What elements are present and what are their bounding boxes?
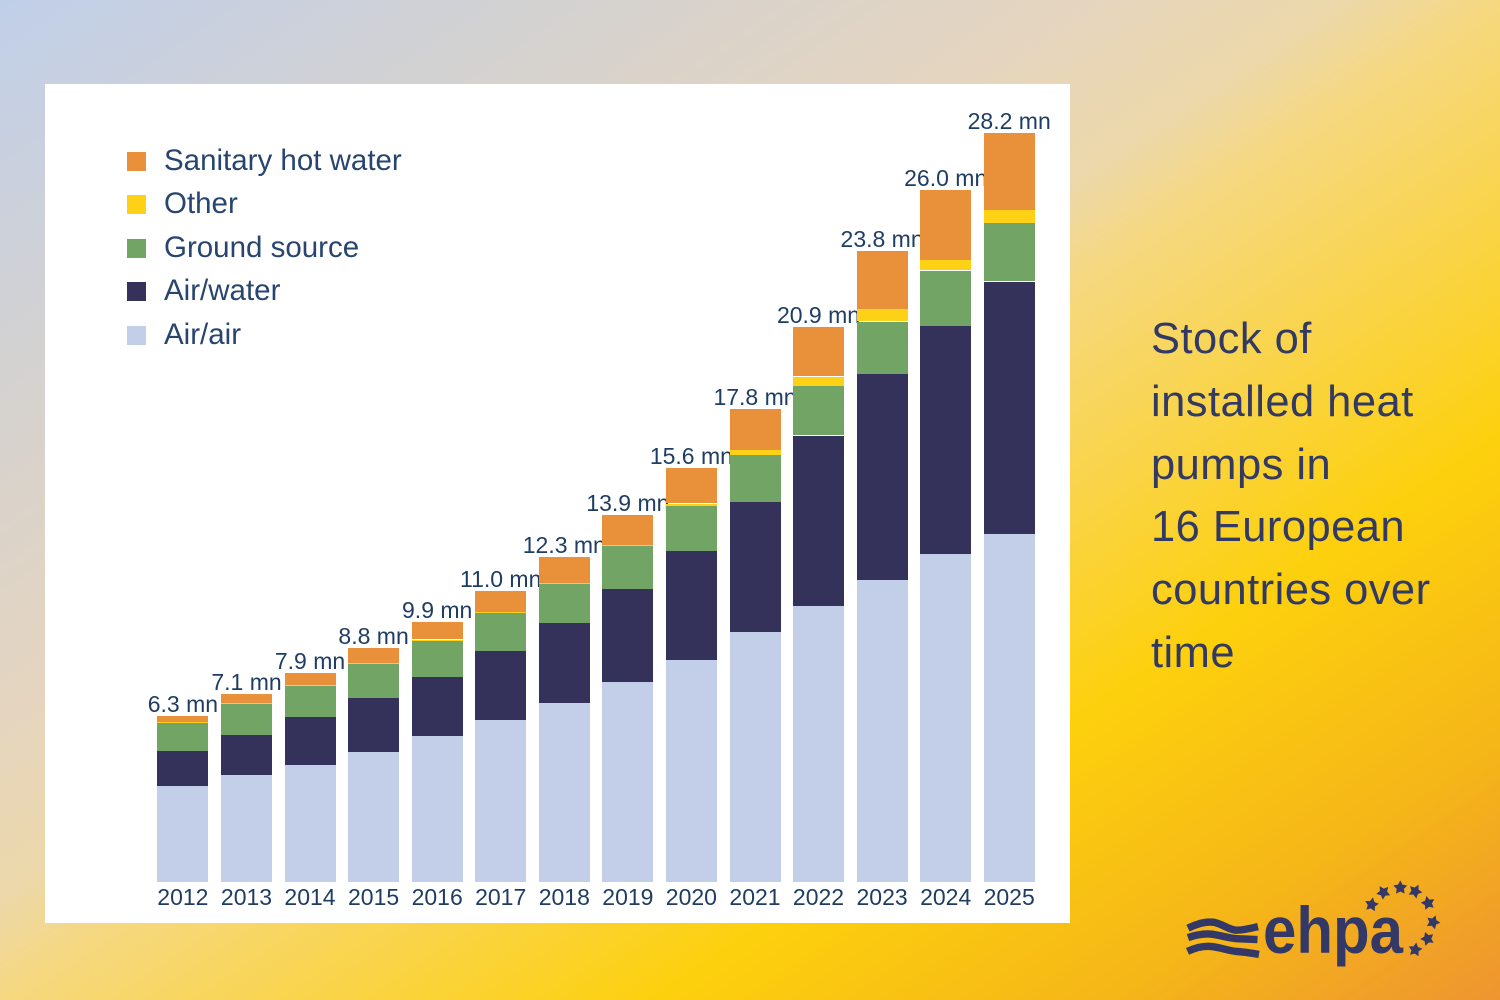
- svg-text:ehpa: ehpa: [1263, 893, 1404, 967]
